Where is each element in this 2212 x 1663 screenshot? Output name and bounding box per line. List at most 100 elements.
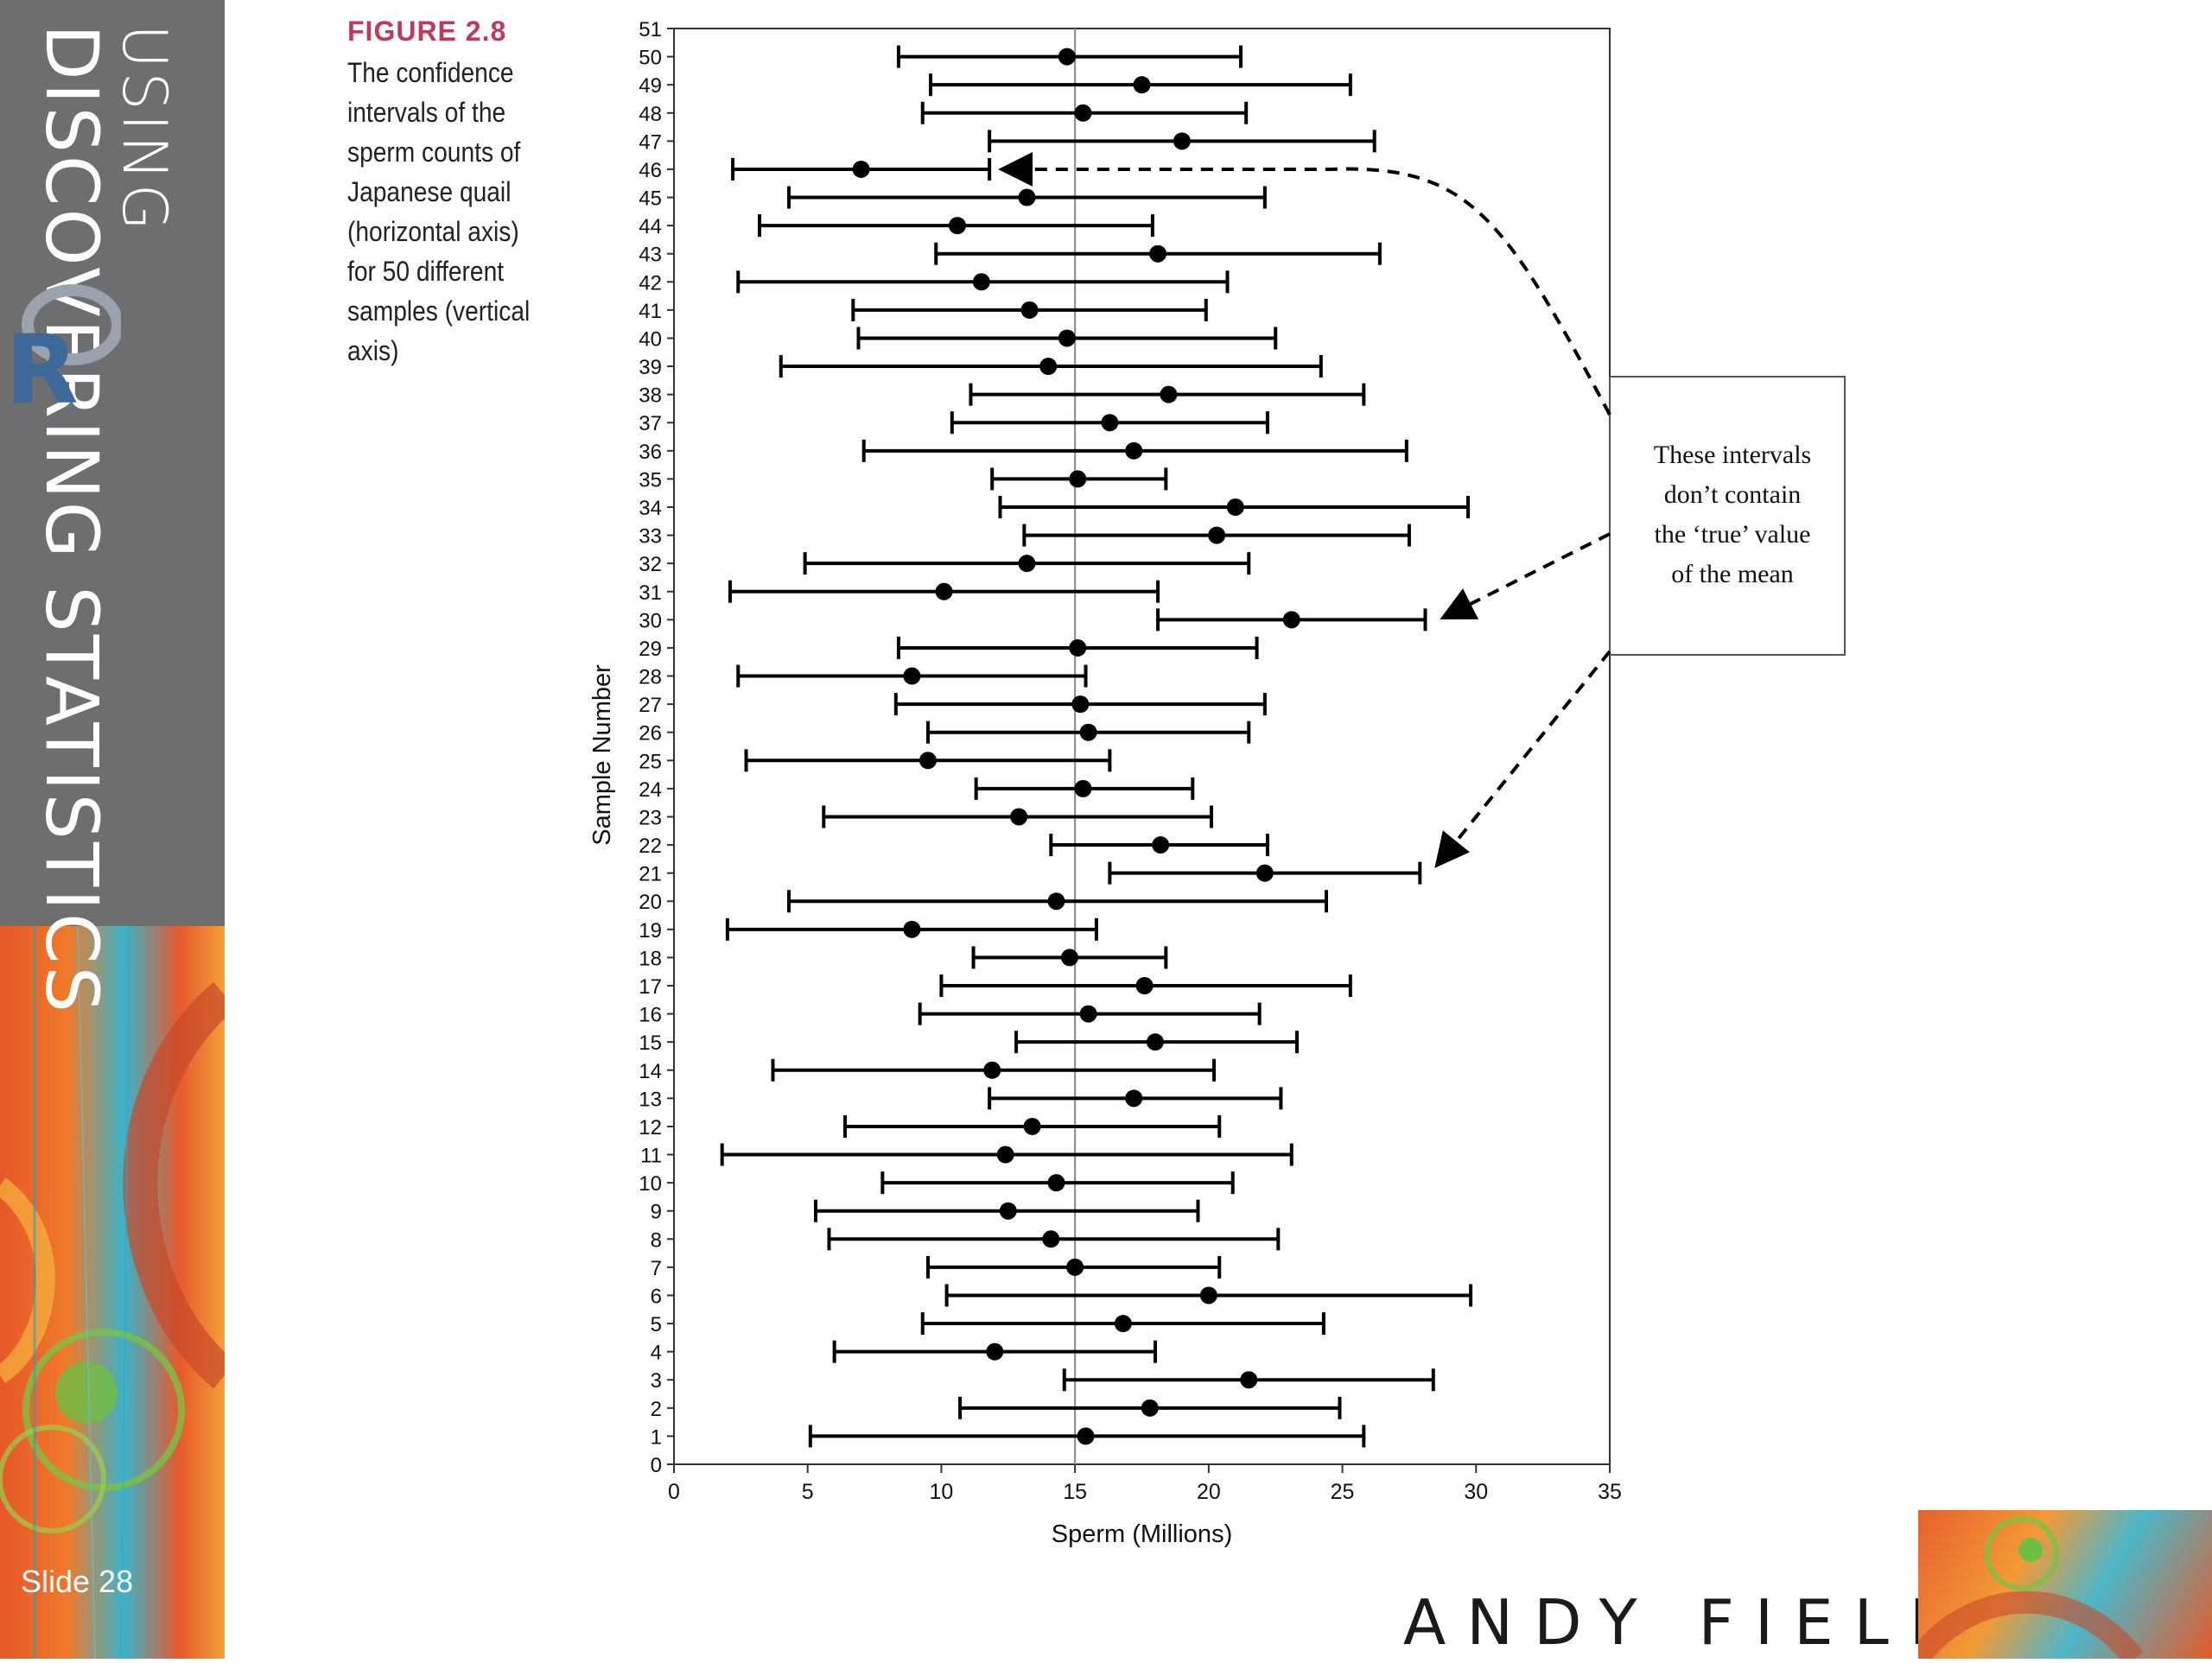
y-tick-label: 27 — [639, 694, 662, 717]
y-tick-label: 41 — [639, 300, 662, 323]
y-tick-label: 40 — [639, 327, 662, 351]
confidence-interval-chart: 0123456789101112131415161718192021222324… — [588, 18, 1846, 1548]
mean-point-3 — [1240, 1371, 1258, 1389]
author-name: ANDY FIELD — [1403, 1586, 1979, 1659]
mean-point-44 — [948, 217, 966, 235]
r-logo-icon: R — [5, 284, 121, 415]
y-tick-label: 2 — [651, 1398, 662, 1421]
cover-art-panel — [0, 926, 225, 1659]
x-tick-label: 5 — [802, 1480, 814, 1504]
y-tick-label: 17 — [639, 975, 662, 999]
y-tick-label: 31 — [639, 581, 662, 605]
y-tick-label: 11 — [640, 1145, 662, 1168]
mean-point-9 — [999, 1202, 1017, 1220]
x-tick-label: 0 — [668, 1480, 680, 1504]
y-axis-label: Sample Number — [588, 664, 616, 846]
mean-point-32 — [1018, 555, 1036, 573]
y-tick-label: 14 — [639, 1060, 662, 1083]
x-tick-label: 35 — [1598, 1480, 1622, 1504]
mean-point-15 — [1146, 1033, 1164, 1051]
plot-frame — [673, 28, 1611, 1465]
y-tick-label: 49 — [639, 74, 662, 98]
mean-point-29 — [1069, 638, 1087, 657]
y-tick-label: 7 — [651, 1257, 662, 1280]
annotation-layer: These intervals don’t contain the ‘true’ v… — [998, 151, 1846, 868]
y-tick-label: 32 — [639, 553, 662, 576]
x-tick-label: 15 — [1063, 1480, 1087, 1504]
y-tick-label: 12 — [639, 1116, 662, 1139]
y-tick-label: 28 — [639, 666, 662, 689]
y-tick-label: 29 — [639, 638, 662, 661]
y-tick-label: 16 — [639, 1004, 662, 1027]
mean-point-12 — [1023, 1117, 1041, 1135]
y-tick-label: 21 — [639, 863, 662, 886]
y-tick-label: 13 — [639, 1088, 662, 1111]
y-tick-label: 45 — [639, 187, 662, 211]
mean-point-31 — [935, 582, 953, 600]
slide-number: Slide 28 — [21, 1564, 134, 1599]
mean-point-5 — [1114, 1315, 1132, 1333]
mean-point-41 — [1020, 301, 1039, 319]
y-tick-label: 1 — [651, 1425, 662, 1449]
cover-art-graphic — [0, 926, 225, 1659]
y-tick-label: 19 — [639, 919, 662, 943]
mean-point-20 — [1047, 892, 1065, 911]
corner-cover-art — [1909, 1510, 2212, 1663]
y-tick-label: 3 — [651, 1369, 662, 1393]
mean-point-39 — [1039, 358, 1058, 376]
mean-point-2 — [1141, 1399, 1159, 1417]
x-tick-label: 10 — [930, 1480, 954, 1504]
y-tick-label: 6 — [651, 1285, 662, 1308]
mean-point-33 — [1208, 526, 1226, 544]
y-tick-label: 35 — [639, 468, 662, 492]
y-tick-label: 15 — [639, 1031, 662, 1055]
mean-point-50 — [1058, 48, 1076, 66]
x-tick-label: 30 — [1464, 1480, 1488, 1504]
mean-point-23 — [1010, 808, 1028, 826]
mean-point-13 — [1125, 1089, 1143, 1108]
arrow-to-sample-46 — [998, 151, 1611, 416]
mean-point-36 — [1125, 441, 1143, 460]
y-tick-label: 8 — [651, 1228, 662, 1252]
mean-point-6 — [1199, 1286, 1217, 1304]
mean-point-42 — [972, 273, 990, 291]
book-cover-strip: DISCOVERING STATISTICS USING R Slide 28 — [0, 0, 225, 1659]
mean-point-38 — [1160, 385, 1178, 403]
y-tick-label: 38 — [639, 384, 662, 408]
figure-caption: FIGURE 2.8 The confidence intervals of t… — [347, 16, 546, 371]
x-tick-label: 25 — [1331, 1480, 1355, 1504]
y-tick-label: 46 — [639, 159, 662, 182]
mean-point-19 — [903, 920, 921, 938]
mean-point-1 — [1077, 1427, 1095, 1445]
mean-point-30 — [1282, 611, 1300, 629]
mean-point-47 — [1173, 132, 1191, 150]
y-tick-label: 50 — [639, 47, 662, 70]
marks-layer — [720, 45, 1473, 1448]
y-tick-label: 44 — [639, 215, 662, 238]
mean-point-10 — [1047, 1174, 1065, 1192]
mean-point-26 — [1079, 723, 1097, 741]
y-tick-label: 36 — [639, 441, 662, 464]
y-tick-label: 25 — [639, 750, 662, 773]
mean-point-11 — [996, 1146, 1014, 1164]
mean-point-34 — [1226, 498, 1244, 516]
y-tick-label: 43 — [639, 244, 662, 267]
y-tick-label: 24 — [639, 778, 662, 802]
mean-point-48 — [1074, 104, 1092, 122]
y-tick-label: 10 — [639, 1172, 662, 1196]
book-title-line1: DISCOVERING STATISTICS — [29, 24, 114, 1015]
mean-point-35 — [1069, 470, 1087, 488]
arrow-to-sample-30 — [1440, 532, 1611, 619]
y-tick-label: 20 — [639, 891, 662, 914]
mean-point-43 — [1149, 244, 1167, 263]
mean-point-27 — [1071, 695, 1090, 714]
y-tick-label: 39 — [639, 356, 662, 379]
annotation-box — [1609, 376, 1846, 656]
y-tick-label: 47 — [639, 130, 662, 154]
y-tick-label: 42 — [639, 271, 662, 295]
mean-point-16 — [1079, 1005, 1097, 1023]
axes-layer: 0123456789101112131415161718192021222324… — [588, 18, 1622, 1548]
y-tick-label: 34 — [639, 497, 662, 520]
mean-point-37 — [1101, 414, 1119, 432]
mean-point-24 — [1074, 779, 1092, 797]
